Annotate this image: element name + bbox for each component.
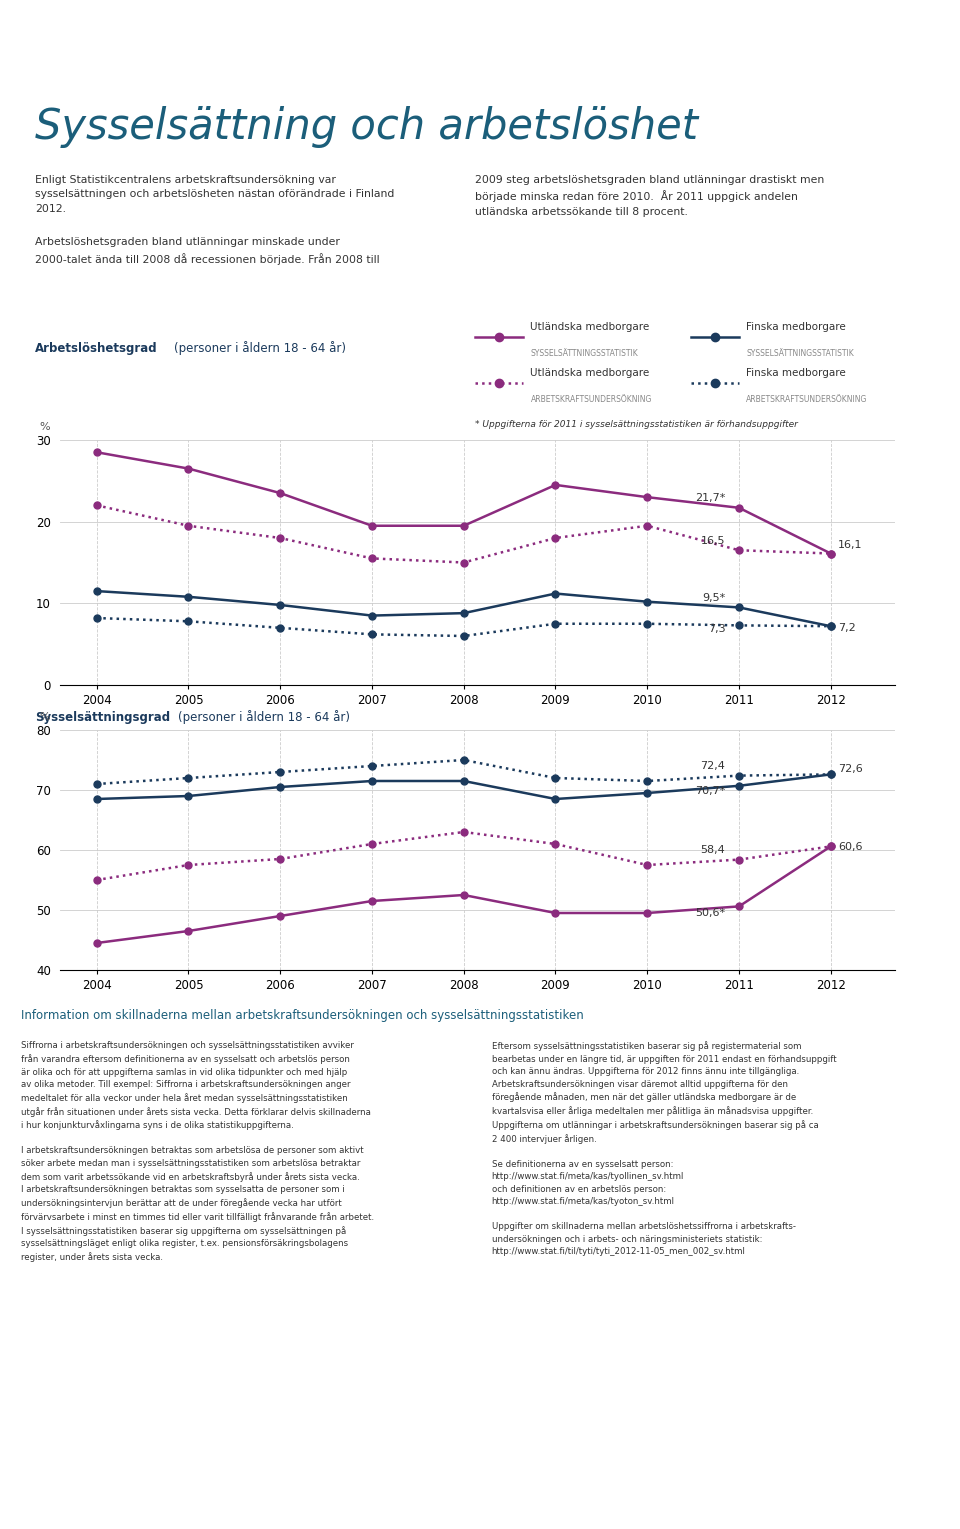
Text: Information om skillnaderna mellan arbetskraftsundersökningen och sysselsättning: Information om skillnaderna mellan arbet… <box>21 1009 584 1021</box>
Text: SYSSELSÄTTNINGSSTATISTIK: SYSSELSÄTTNINGSSTATISTIK <box>746 349 853 358</box>
Text: 7,2: 7,2 <box>838 624 856 633</box>
Text: %: % <box>39 713 50 722</box>
Text: Finska medborgare: Finska medborgare <box>746 368 846 378</box>
Text: ARBETSKRAFTSUNDERSÖKNING: ARBETSKRAFTSUNDERSÖKNING <box>746 394 868 404</box>
Text: SYSSELSÄTTNINGSSTATISTIK: SYSSELSÄTTNINGSSTATISTIK <box>531 349 638 358</box>
Text: (personer i åldern 18 - 64 år): (personer i åldern 18 - 64 år) <box>179 711 350 725</box>
Text: Siffrorna i arbetskraftsundersökningen och sysselsättningsstatistiken avviker
fr: Siffrorna i arbetskraftsundersökningen o… <box>21 1041 374 1261</box>
Text: Utländska medborgare: Utländska medborgare <box>531 323 650 332</box>
Text: Finska medborgare: Finska medborgare <box>746 323 846 332</box>
Text: Arbetslöshetsgrad: Arbetslöshetsgrad <box>35 342 157 355</box>
Text: %: % <box>39 422 50 433</box>
Text: 12: 12 <box>29 43 52 61</box>
Text: 72,6: 72,6 <box>838 764 863 774</box>
Text: 9,5*: 9,5* <box>702 593 725 602</box>
Text: 72,4: 72,4 <box>701 761 725 771</box>
Text: Enligt Statistikcentralens arbetskraftsundersökning var
sysselsättningen och arb: Enligt Statistikcentralens arbetskraftsu… <box>35 174 395 214</box>
Text: 2009 steg arbetslöshetsgraden bland utlänningar drastiskt men
började minska red: 2009 steg arbetslöshetsgraden bland utlä… <box>475 174 825 217</box>
Text: * Uppgifterna för 2011 i sysselsättningsstatistiken är förhandsuppgifter: * Uppgifterna för 2011 i sysselsättnings… <box>475 420 798 430</box>
Text: 70,7*: 70,7* <box>695 786 725 797</box>
Text: 16,1: 16,1 <box>838 540 863 550</box>
Text: 50,6*: 50,6* <box>695 908 725 917</box>
Text: (personer i åldern 18 - 64 år): (personer i åldern 18 - 64 år) <box>174 341 346 355</box>
Text: ARBETSKRAFTSUNDERSÖKNING: ARBETSKRAFTSUNDERSÖKNING <box>531 394 652 404</box>
Text: Arbetslöshetsgraden bland utlänningar minskade under
2000-talet ända till 2008 d: Arbetslöshetsgraden bland utlänningar mi… <box>35 237 379 265</box>
Text: 58,4: 58,4 <box>701 846 725 855</box>
Text: 21,7*: 21,7* <box>695 494 725 503</box>
Text: 7,3: 7,3 <box>708 624 725 635</box>
Text: 60,6: 60,6 <box>838 842 863 852</box>
Text: Eftersom sysselsättningsstatistiken baserar sig på registermaterial som
bearbeta: Eftersom sysselsättningsstatistiken base… <box>492 1041 836 1257</box>
Text: Sysselsättningsgrad: Sysselsättningsgrad <box>35 711 170 725</box>
Text: Sysselsättning och arbetslöshet: Sysselsättning och arbetslöshet <box>35 107 698 148</box>
Text: 16,5: 16,5 <box>701 535 725 546</box>
Text: Utländska medborgare: Utländska medborgare <box>531 368 650 378</box>
